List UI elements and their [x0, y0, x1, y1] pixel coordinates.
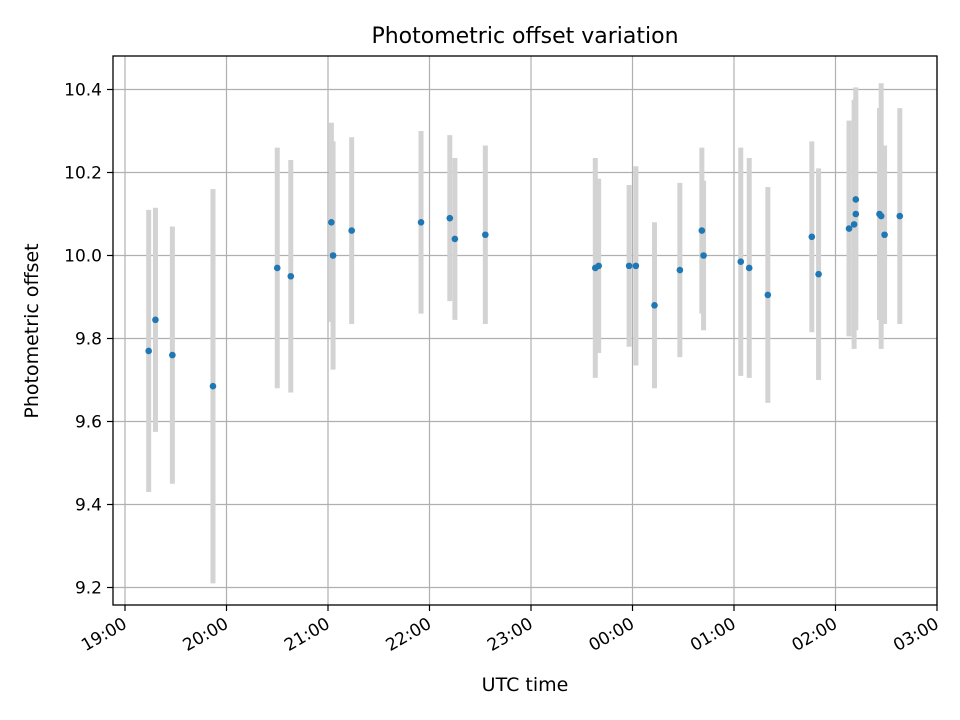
data-point — [625, 262, 633, 270]
plot-frame — [112, 55, 938, 606]
data-point — [446, 214, 454, 222]
y-tick-label: 10.0 — [64, 247, 102, 267]
data-point — [287, 272, 295, 280]
data-points — [145, 196, 904, 390]
data-point — [169, 351, 176, 359]
data-point — [329, 252, 337, 259]
grid — [113, 56, 938, 605]
data-point — [451, 235, 459, 243]
data-point — [676, 266, 684, 274]
data-point — [764, 291, 772, 299]
data-point — [881, 231, 888, 239]
y-tick-label: 10.4 — [64, 81, 102, 101]
data-point — [482, 231, 489, 239]
data-point — [845, 225, 853, 232]
data-point — [273, 264, 281, 272]
data-point — [698, 227, 706, 234]
chart-title: Photometric offset variation — [371, 24, 678, 49]
data-point — [808, 233, 816, 241]
data-point — [700, 252, 707, 259]
data-point — [852, 196, 860, 203]
data-point — [348, 227, 355, 234]
y-axis-label: Photometric offset — [21, 243, 43, 418]
data-point — [850, 221, 858, 228]
data-point — [745, 264, 753, 272]
data-point — [651, 302, 658, 309]
data-point — [328, 219, 335, 226]
y-tick-label: 9.8 — [75, 330, 102, 350]
data-point — [877, 212, 885, 220]
data-point — [417, 219, 425, 226]
y-tick-label: 10.2 — [64, 164, 102, 184]
data-point — [737, 258, 745, 266]
data-point — [209, 382, 217, 390]
data-point — [595, 262, 602, 270]
y-tick-label: 9.4 — [75, 496, 102, 516]
data-point — [815, 270, 822, 278]
x-axis-label: UTC time — [482, 674, 569, 696]
data-point — [896, 212, 904, 220]
y-axis: 9.2 9.4 9.6 9.8 10.0 10.2 10.4 — [64, 81, 113, 599]
data-point — [852, 210, 860, 218]
data-point — [632, 262, 640, 270]
y-tick-label: 9.2 — [75, 579, 102, 599]
y-tick-label: 9.6 — [75, 413, 102, 433]
data-point — [145, 347, 152, 355]
data-point — [152, 316, 159, 324]
